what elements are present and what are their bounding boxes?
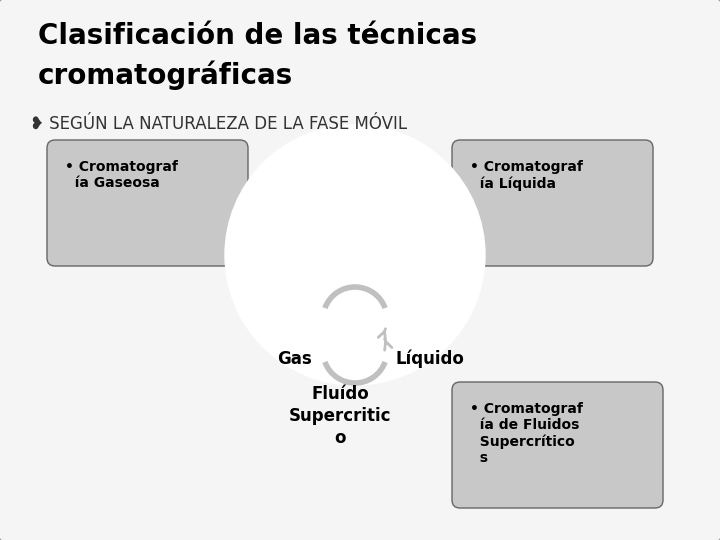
- Text: • Cromatograf
  ía Líquida: • Cromatograf ía Líquida: [470, 160, 583, 191]
- Circle shape: [225, 125, 485, 385]
- Text: cromatográficas: cromatográficas: [38, 60, 293, 90]
- FancyBboxPatch shape: [47, 140, 248, 266]
- Text: Clasificación de las técnicas: Clasificación de las técnicas: [38, 22, 477, 50]
- Text: • Cromatograf
  ía de Fluidos
  Supercrítico
  s: • Cromatograf ía de Fluidos Supercrítico…: [470, 402, 583, 465]
- Text: Fluído
Supercritic
o: Fluído Supercritic o: [289, 385, 391, 448]
- Text: Gas: Gas: [278, 350, 312, 368]
- Text: ❥ SEGÚN LA NATURALEZA DE LA FASE MÓVIL: ❥ SEGÚN LA NATURALEZA DE LA FASE MÓVIL: [30, 115, 407, 133]
- Text: • Cromatograf
  ía Gaseosa: • Cromatograf ía Gaseosa: [65, 160, 178, 190]
- FancyBboxPatch shape: [452, 140, 653, 266]
- Text: Líquido: Líquido: [395, 350, 464, 368]
- FancyBboxPatch shape: [452, 382, 663, 508]
